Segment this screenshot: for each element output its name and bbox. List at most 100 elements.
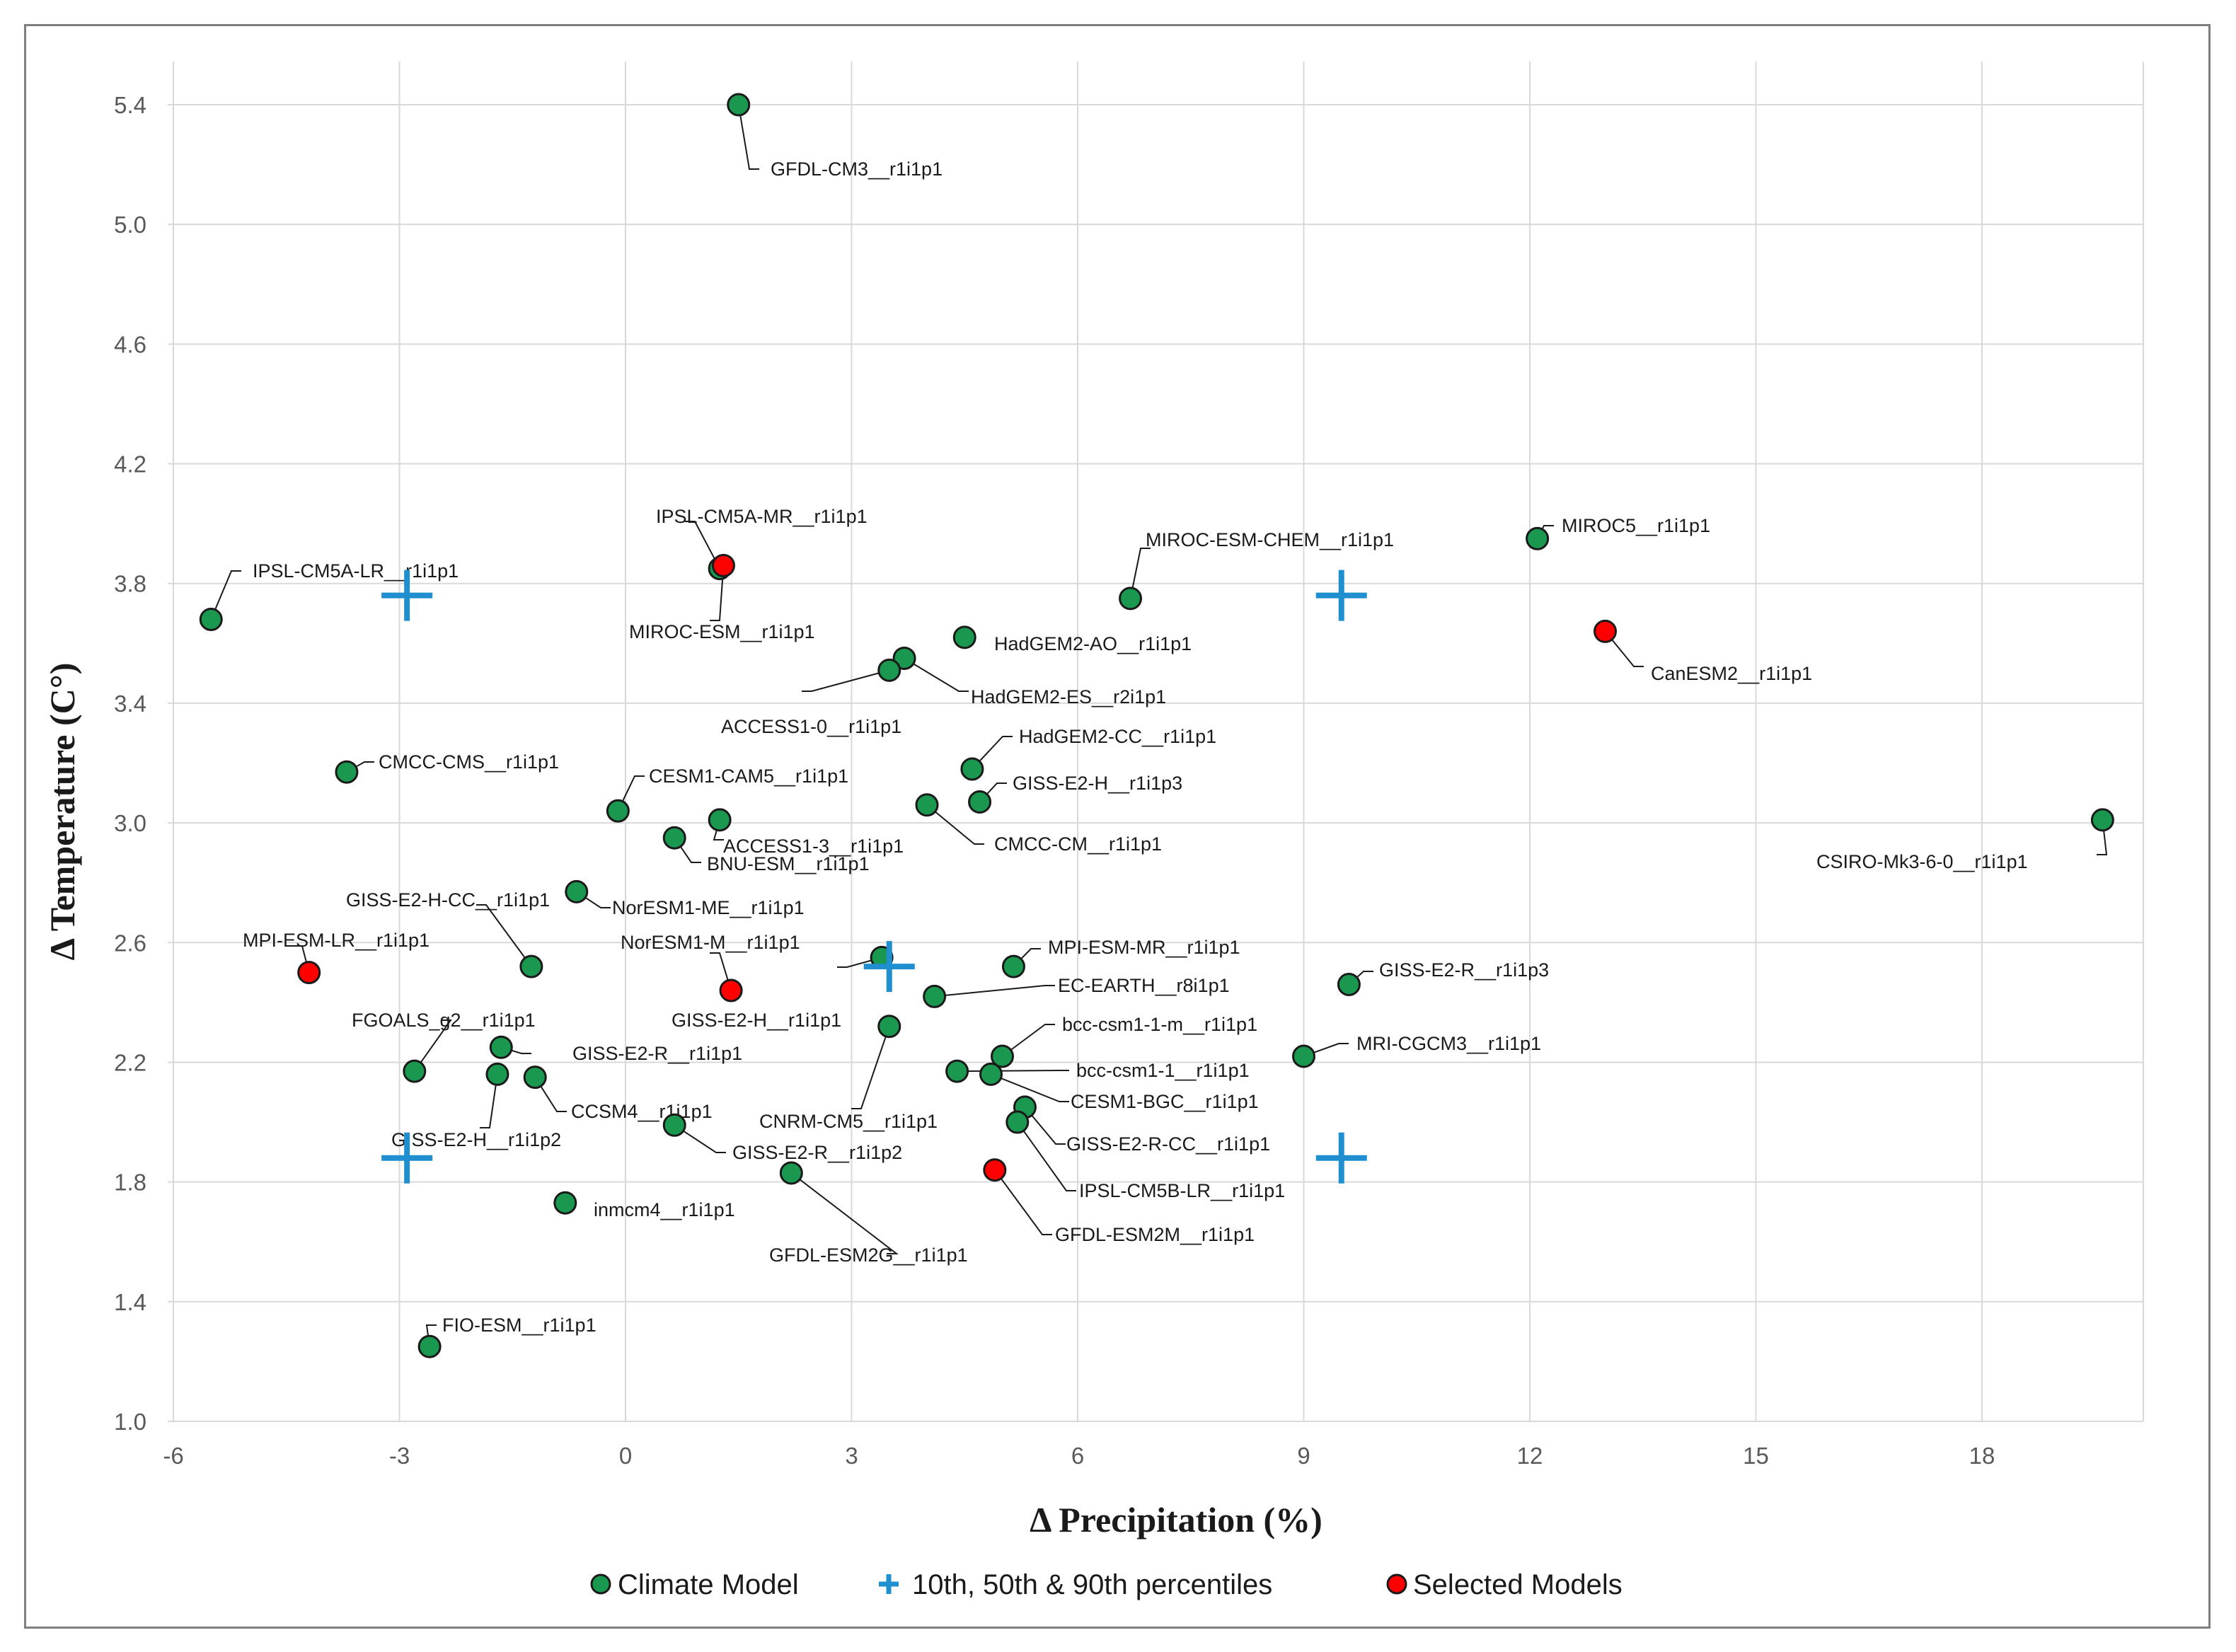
- climate-model-marker: [877, 1015, 901, 1039]
- point-label: IPSL-CM5A-LR__r1i1p1: [253, 560, 459, 582]
- point-label: FIO-ESM__r1i1p1: [442, 1315, 597, 1336]
- point-label: GISS-E2-H__r1i1p2: [391, 1129, 561, 1150]
- selected-model-marker: [719, 978, 743, 1003]
- climate-model-marker: [915, 793, 939, 817]
- y-tick-label: 5.4: [114, 92, 146, 118]
- point-label: CESM1-CAM5__r1i1p1: [649, 766, 848, 787]
- climate-model-marker: [1526, 526, 1550, 550]
- point-labels: GFDL-CM3__r1i1p1 IPSL-CM5A-LR__r1i1p1 IPSL…: [243, 158, 2028, 1336]
- leader-line: [210, 570, 241, 620]
- legend-item-percentiles: 10th, 50th & 90th percentiles: [879, 1569, 1272, 1600]
- percentile-marker: [1315, 1132, 1367, 1184]
- leader-line: [851, 1026, 890, 1109]
- percentile-marker: [381, 570, 433, 621]
- y-tick-label: 3.8: [114, 571, 146, 597]
- x-tick-label: 9: [1297, 1443, 1310, 1469]
- climate-model-marker: [553, 1191, 577, 1215]
- leader-line: [1024, 1107, 1066, 1145]
- point-label: GFDL-ESM2G__r1i1p1: [769, 1244, 968, 1266]
- y-tick-label: 2.2: [114, 1049, 146, 1075]
- y-tick-label: 1.4: [114, 1289, 146, 1315]
- point-label: HadGEM2-AO__r1i1p1: [994, 633, 1192, 654]
- point-label: BNU-ESM__r1i1p1: [707, 853, 870, 874]
- y-axis-title: Δ Temperature (C°): [42, 663, 82, 961]
- point-label: IPSL-CM5A-MR__r1i1p1: [656, 506, 868, 527]
- leader-line: [991, 1073, 1069, 1102]
- leader-line: [994, 1169, 1052, 1235]
- climate-model-marker: [417, 1334, 442, 1358]
- leader-line: [790, 1172, 899, 1254]
- point-label: GISS-E2-R__r1i1p3: [1379, 959, 1549, 981]
- leader-line: [674, 1124, 726, 1153]
- point-label: CESM1-BGC__r1i1p1: [1071, 1091, 1259, 1112]
- climate-model-marker: [945, 1059, 969, 1083]
- x-axis-title: Δ Precipitation (%): [1030, 1500, 1322, 1540]
- climate-model-marker: [662, 1113, 686, 1137]
- x-tick-label: 15: [1743, 1443, 1769, 1469]
- point-label: HadGEM2-CC__r1i1p1: [1019, 726, 1216, 747]
- climate-model-marker: [1292, 1044, 1315, 1068]
- data-markers: [199, 93, 2114, 1358]
- point-label: ACCESS1-0__r1i1p1: [721, 716, 901, 737]
- climate-model-marker: [960, 757, 984, 781]
- climate-model-marker: [2090, 808, 2114, 832]
- leader-line: [737, 104, 759, 170]
- leader-line: [617, 775, 645, 811]
- climate-model-marker: [1005, 1110, 1030, 1134]
- y-tick-label: 1.0: [114, 1409, 146, 1435]
- point-label: NorESM1-ME__r1i1p1: [612, 897, 805, 918]
- selected-model-marker: [297, 961, 321, 985]
- leader-line: [710, 565, 725, 621]
- legend-climate-marker: [590, 1573, 611, 1595]
- point-label: GFDL-CM3__r1i1p1: [771, 158, 943, 180]
- point-label: bcc-csm1-1-m__r1i1p1: [1062, 1014, 1257, 1035]
- point-label: GISS-E2-R-CC__r1i1p1: [1066, 1133, 1270, 1155]
- point-label: FGOALS_g2__r1i1p1: [352, 1010, 536, 1031]
- leader-line: [534, 1077, 567, 1112]
- y-tick-label: 2.6: [114, 930, 146, 956]
- percentile-marker: [1315, 570, 1367, 621]
- point-label: inmcm4__r1i1p1: [594, 1199, 735, 1220]
- leader-line: [685, 521, 721, 570]
- point-label: MPI-ESM-LR__r1i1p1: [243, 930, 430, 951]
- leader-line: [934, 985, 1055, 998]
- climate-model-marker: [489, 1035, 513, 1059]
- x-tick-label: 3: [845, 1443, 858, 1469]
- leader-line: [926, 804, 984, 845]
- leader-line: [1303, 1043, 1349, 1057]
- leader-line: [972, 736, 1013, 770]
- leader-line: [1001, 1024, 1055, 1057]
- point-label: GISS-E2-H__r1i1p3: [1013, 773, 1182, 794]
- legend-percentile-label: 10th, 50th & 90th percentiles: [912, 1569, 1272, 1600]
- point-label: EC-EARTH__r8i1p1: [1058, 975, 1230, 996]
- leader-line: [957, 1070, 1069, 1073]
- point-label: MRI-CGCM3__r1i1p1: [1356, 1033, 1541, 1054]
- leader-line: [802, 669, 890, 692]
- climate-model-marker: [991, 1044, 1014, 1068]
- climate-model-marker: [979, 1062, 1003, 1086]
- legend-plus-icon: [879, 1574, 899, 1594]
- climate-model-marker: [519, 954, 543, 978]
- chart-frame: -6 -3 0 3 6 9 12 15 18 1.0 1.4 1.8 2.2 2.6 3.0 3.4 3.8 4.…: [24, 24, 2211, 1629]
- climate-model-marker: [565, 879, 589, 903]
- y-tick-label: 3.4: [114, 691, 146, 717]
- point-label: MIROC5__r1i1p1: [1562, 515, 1710, 536]
- x-tick-label: 12: [1517, 1443, 1543, 1469]
- y-tick-label: 5.0: [114, 212, 146, 238]
- climate-model-marker: [335, 760, 359, 784]
- climate-model-marker: [662, 826, 686, 850]
- leader-line: [710, 952, 732, 991]
- point-label: CanESM2__r1i1p1: [1651, 663, 1812, 684]
- x-tick-label: -6: [163, 1443, 183, 1469]
- climate-model-marker: [199, 607, 223, 631]
- point-label: GISS-E2-R__r1i1p2: [732, 1142, 902, 1163]
- x-tick-label: 0: [619, 1443, 632, 1469]
- climate-model-marker: [727, 93, 751, 117]
- climate-model-marker: [877, 658, 901, 682]
- climate-model-marker: [1119, 587, 1143, 611]
- selected-model-marker: [1594, 619, 1617, 643]
- climate-model-marker: [708, 808, 732, 832]
- point-label: CMCC-CM__r1i1p1: [994, 833, 1162, 855]
- scatter-chart: -6 -3 0 3 6 9 12 15 18 1.0 1.4 1.8 2.2 2.6 3.0 3.4 3.8 4.…: [42, 62, 2144, 1600]
- grid-lines: [168, 62, 2144, 1422]
